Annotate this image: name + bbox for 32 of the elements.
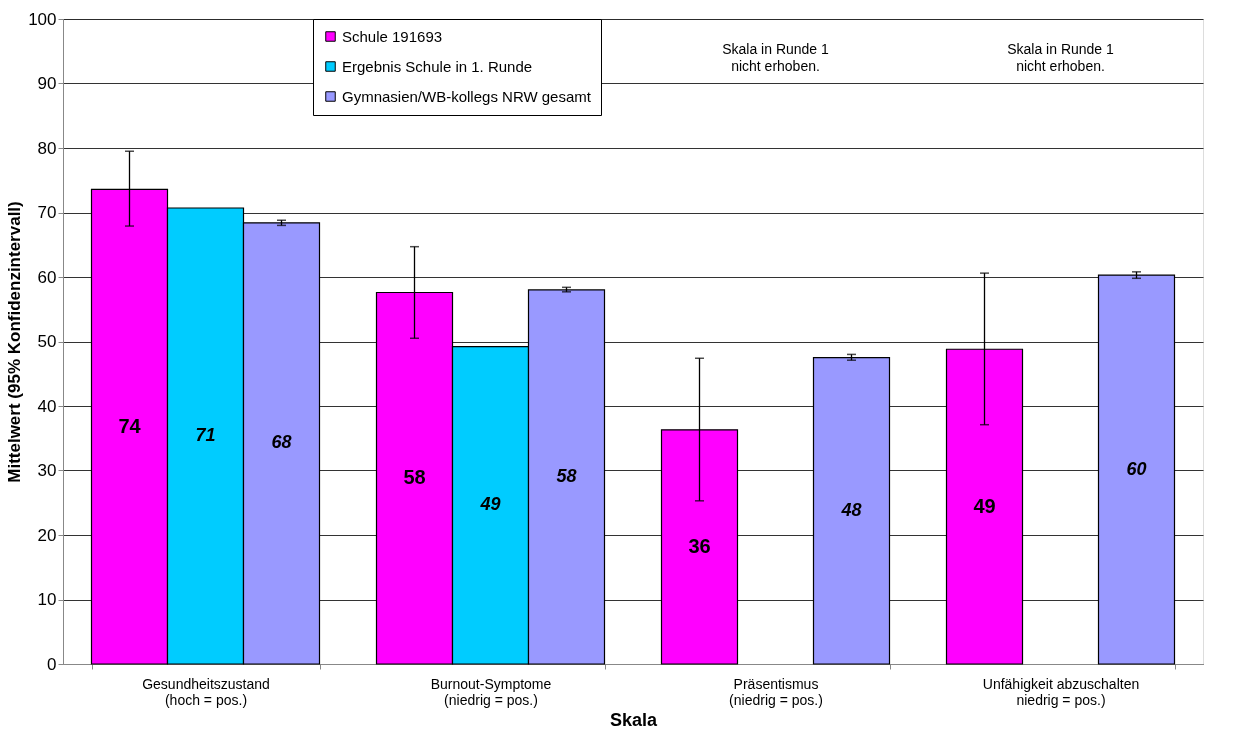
y-tick-label: 80: [37, 138, 57, 158]
data-label: 74: [118, 414, 142, 437]
x-tick-label: Gesundheitszustand (hoch = pos.): [142, 675, 270, 708]
data-label: 68: [271, 432, 292, 453]
annotation: Skala in Runde 1 nicht erhoben.: [1007, 41, 1115, 74]
data-label: 71: [195, 424, 216, 445]
y-tick-label: 10: [37, 590, 57, 609]
y-tick-label: 50: [37, 332, 57, 351]
y-tick-label: 60: [37, 267, 57, 287]
data-label: 49: [973, 494, 996, 517]
y-tick-label: 0: [47, 654, 57, 674]
y-tick-label: 70: [37, 203, 57, 222]
x-axis-title: Skala: [609, 709, 658, 730]
y-axis-title: Mittelwert (95% Konfidenzintervall): [5, 201, 25, 483]
legend-label: Gymnasien/WB-kollegs NRW gesamt: [342, 87, 592, 105]
annotation: Skala in Runde 1 nicht erhoben.: [722, 41, 830, 74]
x-tick-label: Unfähigkeit abzuschalten niedrig = pos.): [982, 675, 1140, 708]
data-label: 60: [1126, 458, 1147, 479]
data-label: 49: [479, 494, 501, 515]
x-tick-label: Burnout-Symptome (niedrig = pos.): [430, 675, 552, 708]
x-tick-label: Präsentismus (niedrig = pos.): [729, 675, 823, 708]
y-tick-label: 20: [37, 525, 57, 545]
y-tick-label: 100: [28, 9, 57, 29]
legend-label: Ergebnis Schule in 1. Runde: [342, 57, 533, 75]
legend-label: Schule 191693: [342, 27, 443, 45]
data-label: 36: [688, 534, 711, 557]
data-label: 58: [403, 466, 426, 489]
data-label: 48: [840, 499, 862, 520]
y-tick-label: 90: [37, 74, 57, 93]
y-tick-label: 30: [37, 461, 57, 480]
y-tick-label: 40: [37, 396, 57, 416]
data-label: 58: [556, 465, 577, 486]
